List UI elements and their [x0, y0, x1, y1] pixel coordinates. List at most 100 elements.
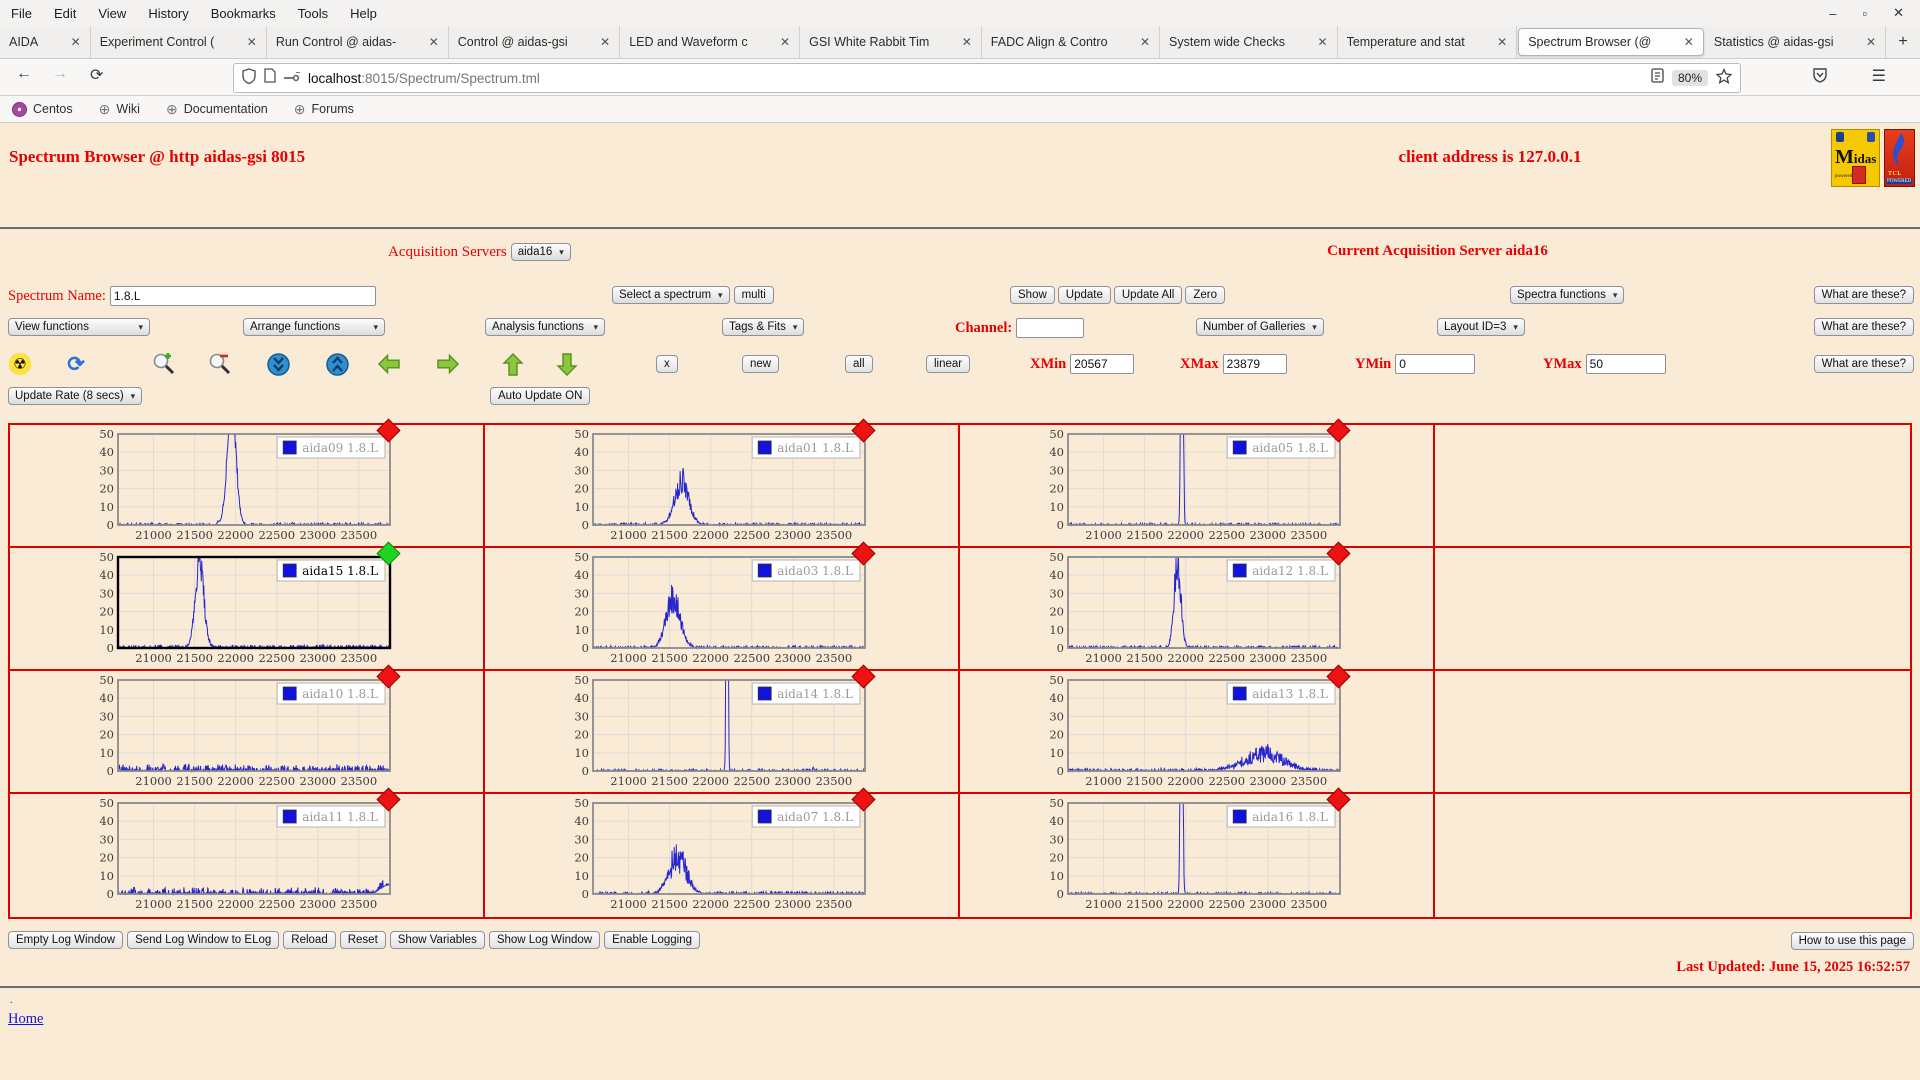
tags-fits-dropdown[interactable]: Tags & Fits ▾ [722, 318, 805, 336]
layout-id-dropdown[interactable]: Layout ID=3 ▾ [1437, 318, 1525, 336]
spectrum-chart[interactable]: aida09 1.8.L 0 10 20 30 40 50 21000 21500 22000 22… [88, 430, 400, 543]
menu-view[interactable]: View [98, 5, 127, 21]
all-button[interactable]: all [845, 355, 873, 373]
tab[interactable]: GSI White Rabbit Tim ✕ [800, 26, 982, 58]
minimize-icon[interactable]: – [1829, 5, 1837, 21]
reload-button[interactable]: Reload [283, 931, 336, 949]
zero-spectrum-icon[interactable]: ☢ [9, 353, 31, 375]
empty-log-window-button[interactable]: Empty Log Window [8, 931, 124, 949]
tab[interactable]: Temperature and stat ✕ [1338, 26, 1518, 58]
refresh-icon[interactable]: ⟳ [67, 351, 85, 376]
tab[interactable]: AIDA ✕ [0, 26, 91, 58]
spectrum-chart[interactable]: aida11 1.8.L 0 10 20 30 40 50 21000 21500 22000 22… [88, 799, 400, 912]
reload-icon[interactable]: ⟳ [90, 67, 104, 84]
menu-tools[interactable]: Tools [297, 5, 329, 21]
page-info-icon[interactable] [264, 68, 276, 88]
bookmark-wiki[interactable]: ⊕ Wiki [99, 101, 140, 118]
channel-input[interactable] [1016, 318, 1085, 338]
spectrum-chart[interactable]: aida10 1.8.L 0 10 20 30 40 50 21000 21500 22000 22… [88, 676, 400, 789]
xmin-input[interactable] [1070, 354, 1135, 374]
galleries-dropdown[interactable]: Number of Galleries ▾ [1196, 318, 1324, 336]
tab-close-icon[interactable]: ✕ [1683, 35, 1694, 49]
permissions-icon[interactable] [284, 69, 300, 87]
tab-close-icon[interactable]: ✕ [1139, 35, 1151, 49]
auto-update-button[interactable]: Auto Update ON [490, 387, 591, 405]
pan-right-icon[interactable] [436, 352, 460, 376]
ymax-input[interactable] [1585, 354, 1666, 374]
linear-button[interactable]: linear [926, 355, 971, 373]
zoom-level-badge[interactable]: 80% [1671, 70, 1708, 86]
tab[interactable]: Run Control @ aidas- ✕ [267, 26, 449, 58]
menu-bookmarks[interactable]: Bookmarks [210, 5, 276, 21]
show-log-window-button[interactable]: Show Log Window [488, 931, 601, 949]
back-icon[interactable]: ← [16, 65, 32, 82]
what-are-these-button[interactable]: What are these? [1813, 355, 1914, 373]
url-text[interactable]: localhost:8015/Spectrum/Spectrum.tml [308, 70, 540, 86]
spectrum-chart[interactable]: aida03 1.8.L 0 10 20 30 40 50 21000 21500 22000 22… [563, 553, 875, 666]
menu-edit[interactable]: Edit [53, 5, 77, 21]
maximize-icon[interactable]: ▫ [1862, 5, 1868, 21]
spectrum-chart[interactable]: aida05 1.8.L 0 10 20 30 40 50 21000 21500 22000 22… [1038, 430, 1350, 543]
menu-history[interactable]: History [148, 5, 189, 21]
reader-mode-icon[interactable] [1651, 68, 1664, 88]
tab-close-icon[interactable]: ✕ [1865, 35, 1877, 49]
hamburger-menu-icon[interactable]: ☰ [1871, 68, 1886, 85]
how-to-use-button[interactable]: How to use this page [1790, 932, 1914, 950]
acquisition-server-select[interactable]: aida16 ▾ [510, 243, 571, 261]
tab-close-icon[interactable]: ✕ [780, 35, 791, 49]
shield-icon[interactable] [242, 67, 256, 89]
send-log-window-to-elog-button[interactable]: Send Log Window to ELog [127, 931, 280, 949]
tab-close-icon[interactable]: ✕ [246, 35, 257, 49]
tab-close-icon[interactable]: ✕ [1497, 35, 1508, 49]
zero-button[interactable]: Zero [1185, 286, 1225, 304]
spectrum-name-input[interactable] [109, 286, 376, 306]
spectrum-chart[interactable]: aida14 1.8.L 0 10 20 30 40 50 21000 21500 22000 22… [563, 676, 875, 789]
new-tab-button[interactable]: + [1898, 33, 1908, 50]
home-link[interactable]: Home [8, 1011, 44, 1027]
update-all-button[interactable]: Update All [1113, 286, 1183, 304]
pan-left-icon[interactable] [377, 352, 401, 376]
tab-close-icon[interactable]: ✕ [600, 35, 611, 49]
ymin-input[interactable] [1395, 354, 1476, 374]
zoom-out-icon[interactable] [208, 352, 232, 376]
bookmark-documentation[interactable]: ⊕ Documentation [166, 101, 268, 118]
update-rate-dropdown[interactable]: Update Rate (8 secs) ▾ [8, 387, 143, 405]
bookmark-centos[interactable]: Centos [12, 101, 73, 117]
spectrum-chart[interactable]: aida01 1.8.L 0 10 20 30 40 50 21000 21500 22000 22… [563, 430, 875, 543]
enable-logging-button[interactable]: Enable Logging [604, 931, 701, 949]
pan-up-icon[interactable] [501, 352, 525, 376]
show-button[interactable]: Show [1010, 286, 1055, 304]
spectrum-chart[interactable]: aida13 1.8.L 0 10 20 30 40 50 21000 21500 22000 22… [1038, 676, 1350, 789]
tab[interactable]: Statistics @ aidas-gsi ✕ [1705, 26, 1887, 58]
show-variables-button[interactable]: Show Variables [389, 931, 485, 949]
analysis-functions-dropdown[interactable]: Analysis functions ▾ [485, 318, 605, 336]
menu-file[interactable]: File [11, 5, 32, 21]
arrange-functions-dropdown[interactable]: Arrange functions ▾ [243, 318, 385, 336]
what-are-these-button[interactable]: What are these? [1813, 318, 1914, 336]
new-button[interactable]: new [742, 355, 780, 373]
menu-help[interactable]: Help [350, 5, 377, 21]
x-axis-button[interactable]: x [656, 355, 678, 373]
xmax-input[interactable] [1222, 354, 1287, 374]
pocket-shield-icon[interactable] [1812, 67, 1828, 88]
collapse-y-icon[interactable] [266, 352, 290, 376]
close-icon[interactable]: ✕ [1893, 5, 1904, 20]
tab-close-icon[interactable]: ✕ [961, 35, 972, 49]
update-button[interactable]: Update [1057, 286, 1111, 304]
spectrum-chart[interactable]: aida12 1.8.L 0 10 20 30 40 50 21000 21500 22000 22… [1038, 553, 1350, 666]
url-bar[interactable]: localhost:8015/Spectrum/Spectrum.tml 80% [233, 63, 1741, 93]
spectrum-chart[interactable]: aida15 1.8.L 0 10 20 30 40 50 21000 21500 22000 22… [88, 553, 400, 666]
what-are-these-button[interactable]: What are these? [1813, 286, 1914, 304]
bookmark-star-icon[interactable] [1715, 67, 1733, 89]
view-functions-dropdown[interactable]: View functions ▾ [8, 318, 150, 336]
tab[interactable]: LED and Waveform c ✕ [620, 26, 801, 58]
pan-down-icon[interactable] [555, 352, 579, 376]
tab-close-icon[interactable]: ✕ [428, 35, 439, 49]
tab-close-icon[interactable]: ✕ [1317, 35, 1328, 49]
spectra-functions-dropdown[interactable]: Spectra functions ▾ [1510, 286, 1625, 304]
reset-button[interactable]: Reset [339, 931, 386, 949]
multi-button[interactable]: multi [733, 286, 774, 304]
tab[interactable]: FADC Align & Contro ✕ [982, 26, 1161, 58]
select-spectrum-dropdown[interactable]: Select a spectrum ▾ [612, 286, 730, 304]
tab[interactable]: Experiment Control (✕ [91, 26, 267, 58]
